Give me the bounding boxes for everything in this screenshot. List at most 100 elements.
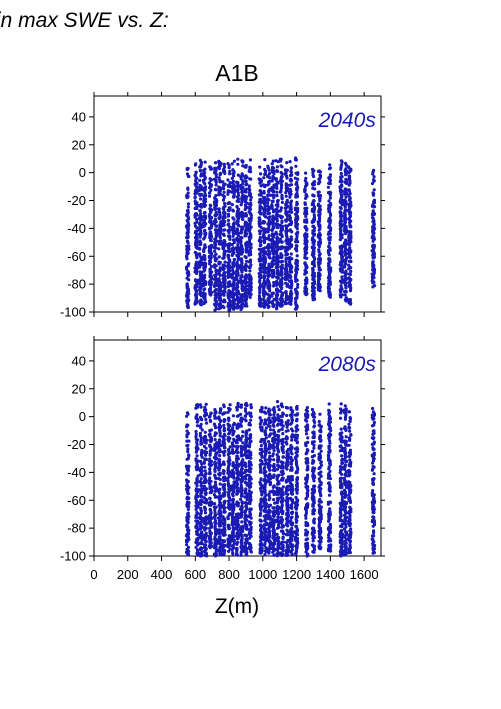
data-point — [221, 180, 225, 184]
data-point — [185, 472, 189, 476]
data-point — [227, 231, 231, 235]
data-point — [343, 290, 347, 294]
data-point — [209, 188, 213, 192]
data-point — [186, 412, 190, 416]
data-point — [274, 208, 278, 212]
data-point — [202, 283, 206, 287]
data-point — [275, 251, 279, 256]
data-point — [217, 228, 222, 232]
data-point — [244, 250, 248, 254]
data-point — [284, 275, 288, 279]
data-point — [278, 237, 283, 241]
data-point — [214, 269, 218, 274]
data-point — [318, 226, 322, 231]
data-point — [223, 520, 227, 525]
data-point — [296, 282, 300, 287]
data-point — [203, 545, 207, 550]
data-point — [199, 184, 203, 189]
data-point — [223, 277, 227, 281]
data-point — [259, 247, 263, 251]
data-point — [223, 264, 227, 268]
data-point — [347, 188, 351, 192]
data-point — [328, 293, 333, 297]
data-point — [305, 278, 309, 282]
data-point — [279, 216, 283, 220]
data-point — [279, 206, 283, 210]
data-point — [259, 273, 263, 277]
data-point — [240, 214, 245, 218]
data-point — [218, 213, 222, 217]
data-point — [243, 303, 247, 307]
data-point — [232, 271, 236, 275]
point-column — [226, 162, 232, 312]
data-point — [261, 293, 266, 297]
data-point — [344, 230, 349, 234]
data-point — [349, 200, 353, 204]
data-point — [245, 206, 249, 210]
data-point — [311, 239, 315, 243]
data-point — [187, 174, 191, 179]
data-point — [198, 209, 202, 213]
data-point — [222, 242, 227, 246]
data-point — [187, 278, 191, 282]
data-point — [195, 229, 199, 233]
data-point — [186, 305, 190, 309]
data-point — [222, 471, 226, 476]
data-point — [235, 250, 239, 254]
data-point — [203, 215, 207, 219]
data-point — [186, 507, 190, 511]
data-point — [263, 172, 267, 177]
data-point — [276, 200, 280, 204]
data-point — [204, 194, 208, 198]
data-point — [187, 217, 191, 221]
data-point — [241, 211, 245, 216]
data-point — [218, 161, 222, 165]
data-point — [295, 291, 299, 295]
data-point — [280, 197, 284, 201]
data-point — [343, 240, 347, 245]
data-point — [279, 188, 283, 192]
data-point — [259, 191, 263, 196]
data-point — [312, 169, 316, 173]
data-point — [204, 522, 208, 527]
data-point — [289, 279, 294, 283]
point-column — [303, 171, 309, 297]
data-point — [312, 205, 317, 209]
data-point — [219, 299, 223, 303]
data-point — [339, 167, 343, 171]
data-point — [213, 515, 217, 519]
data-point — [213, 196, 217, 200]
data-point — [185, 495, 189, 499]
data-point — [222, 195, 226, 200]
data-point — [208, 445, 212, 449]
data-point — [347, 183, 351, 187]
data-point — [248, 158, 252, 162]
data-point — [217, 232, 221, 236]
data-point — [241, 182, 245, 186]
data-point — [186, 191, 190, 195]
data-point — [326, 232, 330, 236]
data-point — [232, 257, 236, 262]
data-point — [347, 208, 351, 212]
data-point — [232, 171, 236, 175]
data-point — [208, 453, 212, 457]
data-point — [275, 185, 279, 189]
data-point — [270, 165, 275, 169]
data-point — [262, 201, 266, 205]
data-point — [231, 461, 235, 465]
data-point — [262, 247, 266, 251]
data-point — [214, 230, 218, 234]
data-point — [223, 204, 227, 208]
data-point — [285, 200, 289, 204]
data-point — [279, 252, 283, 256]
data-point — [185, 519, 189, 523]
data-point — [318, 283, 322, 287]
data-point — [258, 232, 262, 236]
data-point — [221, 280, 225, 284]
data-point — [208, 522, 212, 526]
data-point — [232, 283, 236, 287]
data-point — [210, 500, 214, 504]
data-point — [230, 242, 234, 247]
data-point — [347, 276, 351, 280]
